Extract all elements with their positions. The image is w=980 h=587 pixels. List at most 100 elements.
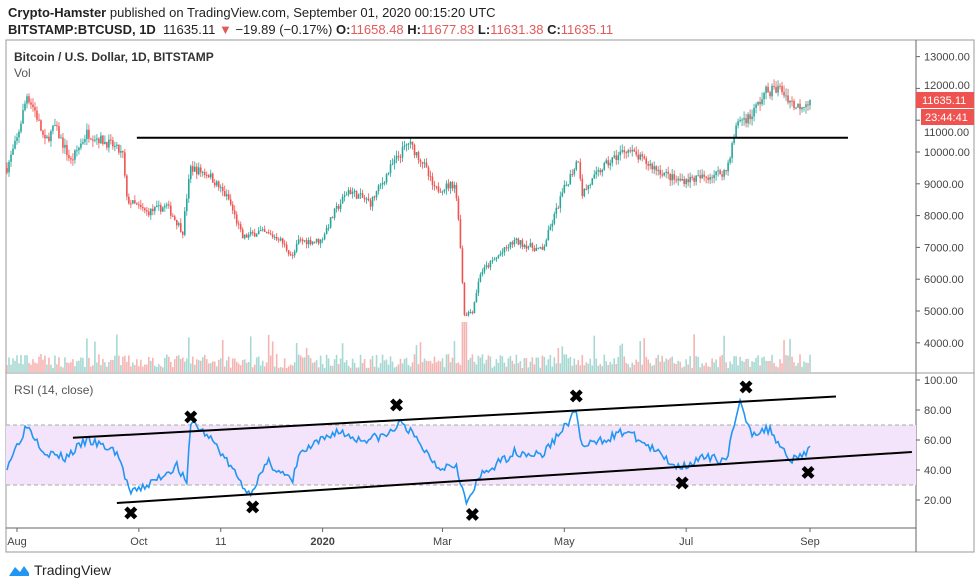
candle-body: [179, 223, 182, 232]
x-mark-icon: ✖: [245, 498, 260, 518]
candle-body: [703, 174, 705, 177]
volume-bar: [227, 356, 230, 372]
volume-bar: [757, 355, 759, 372]
candle-body: [771, 85, 773, 97]
candle-body: [197, 167, 200, 175]
candle-body: [533, 247, 536, 251]
volume-bar: [749, 366, 751, 372]
candle-body: [779, 85, 781, 87]
volume-bar: [100, 365, 102, 372]
volume-bar: [789, 338, 791, 372]
candle-body: [385, 174, 388, 183]
candle-body: [503, 247, 506, 253]
volume-bar: [423, 358, 426, 372]
volume-bar: [717, 367, 719, 372]
candle-body: [259, 230, 262, 232]
volume-bar: [174, 359, 176, 372]
candle-body: [549, 226, 552, 231]
candle-body: [499, 254, 502, 256]
candle-body: [6, 167, 8, 173]
price-tick-label: 6000.00: [924, 274, 964, 286]
candle-body: [283, 243, 286, 245]
candle-body: [675, 179, 677, 181]
candle-body: [625, 152, 628, 154]
volume-bar: [489, 356, 492, 372]
candle-body: [789, 100, 791, 103]
candle-body: [339, 203, 342, 209]
candle-body: [277, 239, 280, 241]
volume-bar: [537, 357, 540, 372]
volume-bar: [655, 358, 657, 372]
candle-body: [685, 179, 687, 185]
down-arrow-icon: ▼: [218, 22, 232, 37]
volume-bar: [535, 357, 538, 372]
time-tick-label: Jul: [679, 536, 693, 548]
volume-bar: [687, 364, 689, 372]
volume-bar: [647, 359, 650, 372]
candle-body: [525, 244, 528, 249]
candle-body: [411, 141, 414, 145]
candle-body: [217, 181, 220, 188]
volume-bar: [609, 361, 612, 372]
candle-body: [32, 104, 34, 108]
candle-body: [253, 232, 256, 237]
volume-bar: [311, 362, 314, 372]
volume-bar: [413, 354, 416, 372]
volume-bar: [269, 355, 272, 372]
volume-bar: [633, 364, 636, 372]
volume-bar: [499, 355, 502, 372]
candle-body: [801, 107, 803, 110]
volume-bar: [327, 358, 330, 372]
candle-body: [669, 173, 671, 181]
volume-bar: [72, 359, 74, 372]
volume-bar: [639, 340, 642, 372]
volume-bar: [583, 365, 586, 372]
candle-body: [38, 119, 40, 121]
candle-body: [701, 174, 703, 179]
candle-body: [417, 152, 420, 160]
candle-body: [443, 189, 446, 192]
candle-body: [639, 154, 642, 160]
chart-frame: [5, 39, 975, 553]
candle-body: [543, 246, 546, 250]
candle-body: [231, 204, 234, 211]
volume-bar: [108, 361, 110, 372]
candle-body: [729, 158, 731, 163]
candle-body: [94, 139, 96, 141]
candle-body: [134, 200, 136, 204]
candle-body: [711, 177, 713, 179]
volume-bar: [355, 367, 358, 372]
candle-body: [465, 315, 468, 317]
volume-bar: [793, 362, 795, 372]
candle-body: [235, 214, 238, 224]
volume-bar: [483, 363, 486, 372]
volume-bar: [24, 355, 26, 372]
candle-body: [10, 154, 12, 162]
candle-body: [126, 175, 128, 197]
candle-body: [501, 252, 504, 255]
candle-body: [657, 169, 659, 171]
candle-body: [405, 144, 408, 146]
candle-body: [289, 254, 292, 256]
candle-body: [783, 92, 785, 96]
candle-body: [717, 170, 719, 172]
candle-body: [265, 231, 268, 233]
candle-body: [551, 223, 554, 227]
candle-body: [381, 182, 384, 185]
volume-bar: [223, 366, 226, 372]
candle-body: [507, 247, 510, 249]
volume-bar: [563, 354, 566, 372]
candle-body: [24, 103, 26, 111]
volume-bar: [295, 342, 298, 372]
candle-body: [146, 210, 148, 212]
volume-bar: [623, 356, 626, 372]
candle-body: [573, 169, 576, 175]
candle-body: [174, 216, 176, 220]
candle-body: [102, 135, 104, 145]
volume-bar: [301, 357, 304, 372]
tradingview-logo[interactable]: TradingView: [8, 562, 111, 578]
candle-body: [16, 137, 18, 141]
candle-body: [547, 230, 550, 241]
author-name[interactable]: Crypto-Hamster: [8, 5, 107, 20]
